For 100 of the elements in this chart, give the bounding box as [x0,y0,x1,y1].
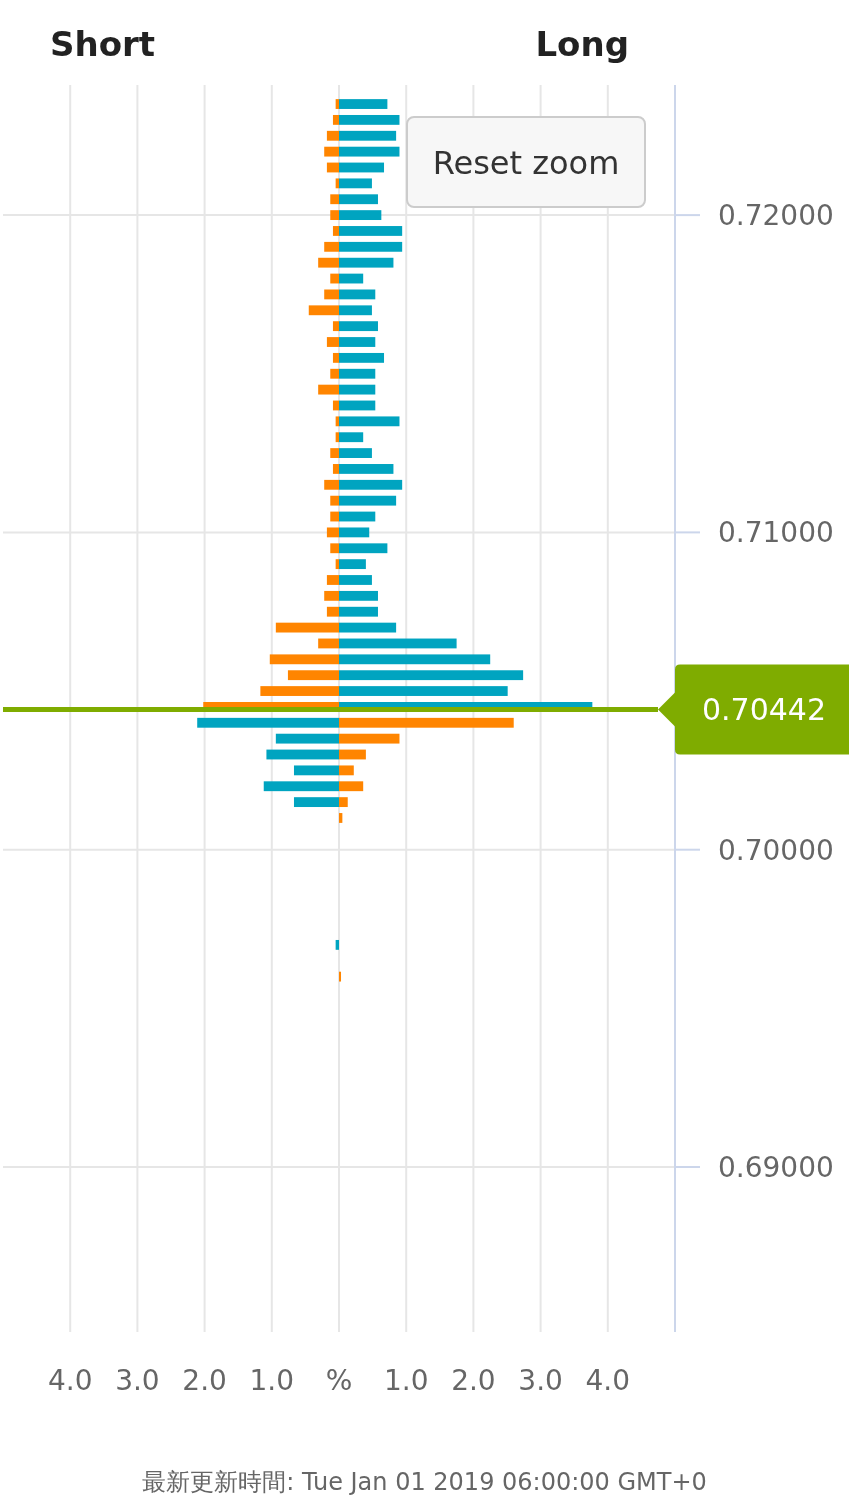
bar [266,749,339,760]
bar [269,654,339,665]
bar [339,559,366,570]
x-tick-label: 3.0 [115,1364,160,1397]
bar [324,241,339,252]
bar [339,337,376,347]
bar [339,257,394,268]
y-tick-label: 0.72000 [718,199,834,233]
bar [326,575,339,585]
bar [339,432,364,443]
bar [339,99,388,109]
y-tick-label: 0.70000 [718,833,834,867]
bar [339,495,397,506]
bar [332,352,339,363]
bar [332,226,339,236]
bar [275,622,339,633]
bar [332,400,339,411]
bar [339,464,394,474]
y-tick-label: 0.71000 [718,516,834,550]
bar [330,368,339,379]
bar [339,575,372,585]
x-tick-label: 1.0 [383,1364,429,1397]
bar [332,114,339,125]
bar [339,416,400,427]
bar [339,114,400,125]
x-tick-label: 1.0 [249,1364,295,1397]
bar [339,479,403,490]
bar [339,384,376,395]
bar [339,971,342,982]
bar [326,527,339,538]
x-tick-label: 3.0 [518,1364,563,1397]
bar [339,733,400,744]
bar [293,765,339,776]
bar [339,511,376,522]
bar [326,130,339,141]
bar [324,590,339,601]
bar [339,368,376,379]
bar [339,305,372,316]
bar [324,479,339,490]
bar [339,273,364,284]
bar [339,400,376,411]
bar [339,321,378,332]
bar [339,130,397,141]
bar [339,210,382,221]
bar [318,384,339,395]
bar [330,495,339,506]
bar [339,590,378,601]
x-tick-label: 2.0 [182,1364,227,1397]
bar [339,797,348,808]
x-tick-label: 4.0 [47,1364,93,1397]
bar [324,146,339,157]
bar [332,464,339,474]
bar [330,273,339,284]
bar [339,670,524,681]
bar [339,194,378,205]
bar [339,226,403,236]
bar [339,749,366,760]
bar [332,321,339,332]
bar [339,765,354,776]
bar [335,99,339,109]
bar [324,289,339,300]
bar [326,606,339,617]
bar [330,511,339,522]
bar [339,622,397,633]
bar [339,162,385,173]
bar [339,448,372,458]
bar [263,781,339,792]
bar [330,210,339,221]
bar [197,717,339,728]
bar [339,686,508,696]
x-tick-label: % [325,1364,353,1397]
bar [339,543,388,554]
x-tick-label: 4.0 [585,1364,631,1397]
text: Short [50,24,156,64]
bar [335,416,339,427]
bar [318,257,339,268]
bar [339,527,370,538]
bar [326,337,339,347]
bar [275,733,339,744]
bar [335,939,339,950]
bar [339,289,376,300]
ref-line-label: 0.70442 [701,692,827,728]
bar [339,352,385,363]
bar [339,654,491,665]
bar [330,543,339,554]
annotation: Reset zoom [432,144,620,182]
x-tick-label: 2.0 [451,1364,496,1397]
bar [330,448,339,458]
button: Reset zoom [406,116,646,208]
bar [308,305,339,316]
bar [293,797,339,808]
bar [330,194,339,205]
bar [339,146,400,157]
bar [318,638,339,649]
bar [339,241,403,252]
text: 最新更新時間: Tue Jan 01 2019 06:00:00 GMT+0 [142,1468,707,1496]
bar [335,559,339,570]
y-tick-label: 0.69000 [718,1151,834,1184]
bar [339,781,364,792]
bar [335,178,339,189]
